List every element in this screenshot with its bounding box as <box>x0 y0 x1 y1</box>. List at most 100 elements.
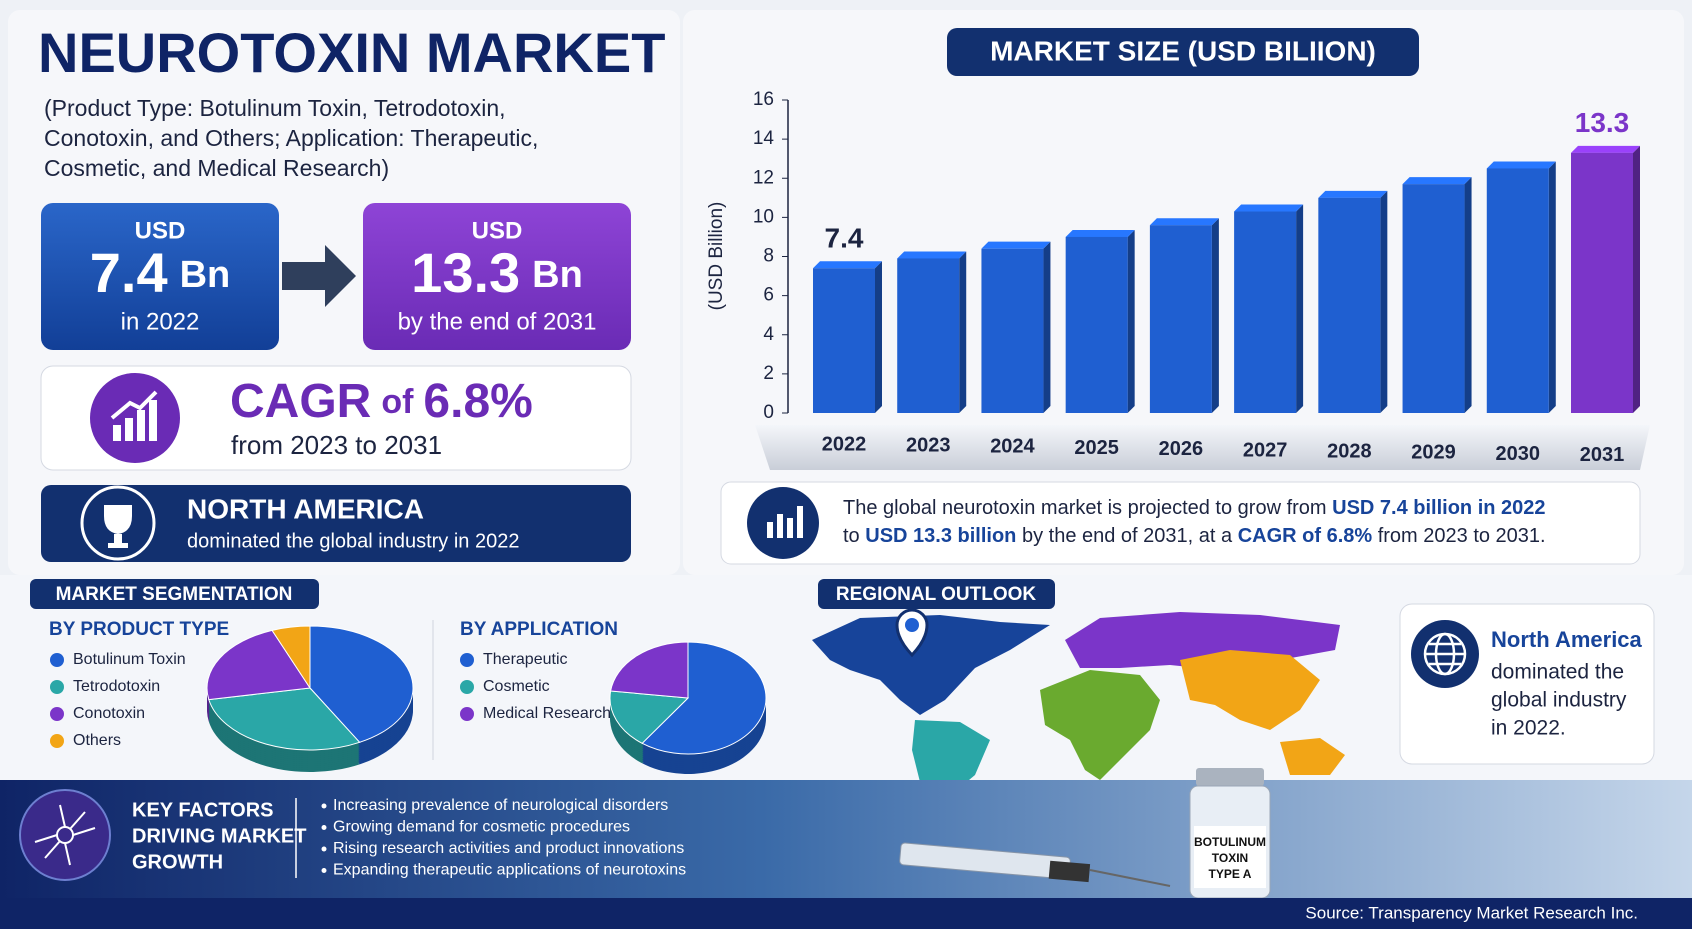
y-tick-label: 2 <box>763 363 774 384</box>
legend-dot <box>50 734 64 748</box>
x-tick-label: 2029 <box>1411 442 1456 464</box>
cagr-label: CAGR <box>230 375 371 428</box>
y-tick-label: 0 <box>763 402 774 423</box>
bar-top <box>1149 218 1219 226</box>
bullet <box>321 846 327 852</box>
bar <box>1065 236 1128 413</box>
region-note-text: dominated the <box>1491 661 1624 684</box>
section-title: MARKET SEGMENTATION <box>56 584 293 605</box>
vial <box>1189 768 1271 899</box>
bar <box>1486 168 1549 413</box>
map-pin <box>895 608 929 658</box>
trophy <box>104 505 132 548</box>
pie-slice <box>208 687 361 751</box>
source: Source: Transparency Market Research Inc… <box>1305 903 1638 922</box>
region-note-text: global industry <box>1491 689 1627 712</box>
cagr-icon-line <box>110 390 158 420</box>
pie-slice <box>271 625 311 690</box>
kpi-value: 13.3 Bn <box>411 241 583 304</box>
regional: REGIONAL OUTLOOK North America dominated… <box>812 579 1655 820</box>
bar-side <box>1043 241 1051 413</box>
arrow <box>282 245 356 307</box>
x-tick-label: 2030 <box>1496 443 1541 465</box>
bar <box>813 268 875 413</box>
bar-top <box>813 261 882 269</box>
pie-slice <box>641 641 767 755</box>
region-title: NORTH AMERICA <box>187 493 424 524</box>
bar-side <box>1548 161 1556 413</box>
legend-label: Tetrodotoxin <box>73 678 160 695</box>
legend-dot <box>460 653 474 667</box>
map-asia <box>1180 650 1320 730</box>
bar <box>981 248 1044 413</box>
bullet <box>321 825 327 830</box>
pie-slice <box>309 625 414 743</box>
section-pill <box>30 579 319 609</box>
kpi-amount: 7.4 <box>90 241 168 304</box>
bullet <box>321 868 327 873</box>
factor-item: Increasing prevalence of neurological di… <box>333 797 668 814</box>
bar-side <box>1464 177 1472 413</box>
bar-side <box>875 261 882 413</box>
kpi-unit: Bn <box>180 254 231 296</box>
pies: BY PRODUCT TYPE Botulinum Toxin Tetrodotox… <box>49 619 767 775</box>
summary-segment: to <box>843 525 865 547</box>
pie-slice <box>609 690 690 744</box>
region-note-title: North America <box>1491 627 1643 652</box>
factor-item: Growing demand for cosmetic procedures <box>333 819 630 836</box>
value-label: 7.4 <box>825 223 864 254</box>
section-pill <box>818 579 1055 609</box>
map-australia <box>1280 738 1345 775</box>
bar-side <box>1211 218 1219 413</box>
bullet <box>321 803 327 809</box>
region-note: dominated the global industry in 2022 <box>187 530 519 552</box>
x-tick-label: 2031 <box>1580 444 1625 466</box>
cagr-note: from 2023 to 2031 <box>231 430 442 460</box>
factors-title: GROWTH <box>132 851 223 873</box>
x-tick-label: 2026 <box>1159 438 1204 460</box>
legend-dot <box>460 680 474 694</box>
subtitle: Cosmetic, and Medical Research) <box>44 155 389 181</box>
factors-title: KEY FACTORS <box>132 799 274 821</box>
vial-label: TYPE A <box>1209 867 1252 881</box>
summary-segment: The global neurotoxin market is projecte… <box>843 497 1332 519</box>
y-tick-label: 12 <box>753 167 774 188</box>
factor-item: Rising research activities and product i… <box>333 840 684 857</box>
cagr-value: 6.8% <box>423 375 532 428</box>
value-label: 13.3 <box>1575 107 1630 138</box>
region-box <box>41 485 631 562</box>
title: NEUROTOXIN MARKET <box>38 21 665 84</box>
y-tick-label: 6 <box>763 285 774 306</box>
globe-lines <box>1423 632 1467 676</box>
bar <box>897 258 960 413</box>
pie-slice <box>206 629 311 701</box>
subtitle: (Product Type: Botulinum Toxin, Tetrodot… <box>44 95 506 121</box>
x-tick-label: 2022 <box>822 433 867 455</box>
legend-label: Conotoxin <box>73 705 145 722</box>
pie-slice <box>610 641 689 699</box>
legend-label: Therapeutic <box>483 651 568 668</box>
syringe <box>899 842 1171 887</box>
kpi-prefix: USD <box>472 217 523 244</box>
y-tick-label: 10 <box>753 206 774 227</box>
bar-top <box>981 241 1051 249</box>
chart-title-pill <box>947 28 1419 76</box>
kpi-end-box <box>363 203 631 350</box>
vial-label: TOXIN <box>1212 851 1248 865</box>
bar <box>1234 211 1297 413</box>
bar <box>1318 197 1381 413</box>
neuron <box>34 804 96 866</box>
y-tick-label: 14 <box>753 128 775 149</box>
factors-title: DRIVING MARKET <box>132 825 306 847</box>
legend-label: Cosmetic <box>483 678 550 695</box>
x-tick-label: 2025 <box>1074 437 1119 459</box>
x-tick-label: 2028 <box>1327 440 1372 462</box>
bar-top <box>1571 145 1640 153</box>
legend-dot <box>50 680 64 694</box>
summary-segment: CAGR of 6.8% <box>1238 525 1373 547</box>
chart-title: MARKET SIZE (USD BILIION) <box>990 35 1376 66</box>
bar-top <box>897 251 967 259</box>
x-tick-label: 2027 <box>1243 439 1288 461</box>
kpi-unit: Bn <box>532 254 583 296</box>
